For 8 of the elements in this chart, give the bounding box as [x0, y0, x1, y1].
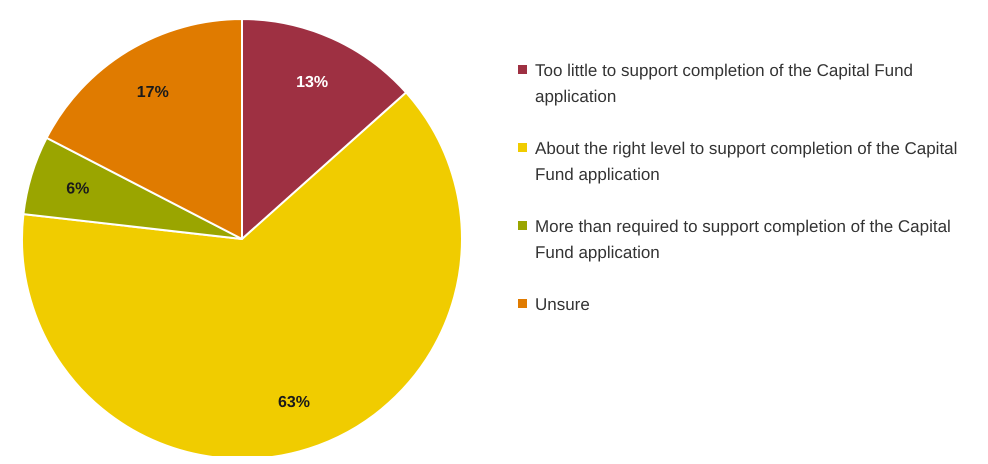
- data-label: 13%: [296, 74, 328, 91]
- legend-label: More than required to support completion of the Capital Fund application: [535, 216, 952, 264]
- legend-label: Unsure: [535, 294, 590, 316]
- data-label: 6%: [66, 180, 90, 198]
- legend-label: About the right level to support completion of the Capital Fund application: [535, 138, 958, 186]
- data-label: 63%: [278, 394, 310, 412]
- data-label: 17%: [136, 84, 169, 101]
- legend-label: Too little to support completion of the Capital Fund application: [535, 60, 914, 108]
